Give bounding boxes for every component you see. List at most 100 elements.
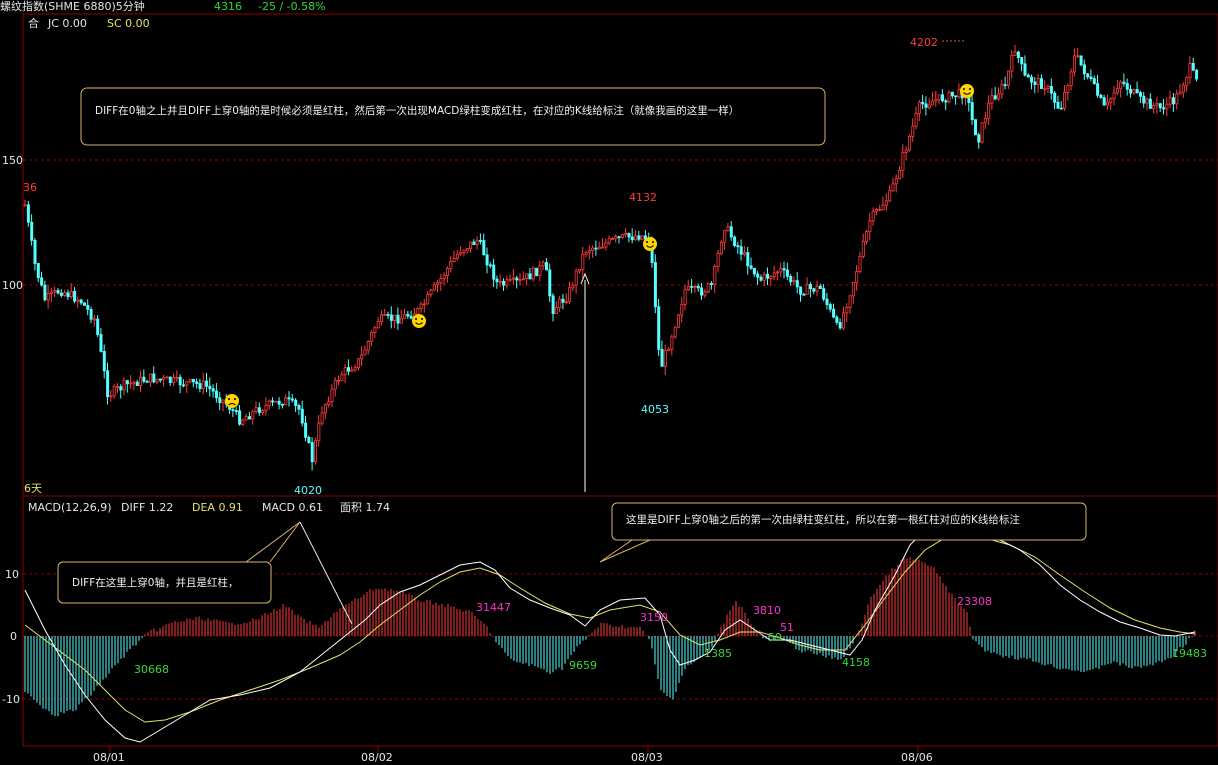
area-label-1385: 1385 (704, 647, 732, 660)
candle-body (1165, 103, 1169, 110)
candle-body (941, 94, 945, 102)
candle-body (89, 308, 93, 320)
candle-body (881, 204, 885, 210)
candle-body (106, 370, 110, 398)
candle-body (56, 290, 60, 294)
area-label-30668: 30668 (134, 663, 169, 676)
candle-body (274, 400, 278, 403)
candle-body (1082, 64, 1086, 75)
candle-body (878, 209, 882, 211)
candle-body (1076, 55, 1080, 58)
candle-body (578, 268, 582, 272)
candle-body (300, 408, 304, 424)
candle-body (1102, 97, 1106, 106)
candle-body (257, 407, 261, 413)
candle-body (442, 275, 446, 279)
candle-body (574, 270, 578, 286)
candle-body (1125, 83, 1129, 90)
candle-body (921, 101, 925, 105)
candle-body (597, 246, 601, 250)
candle-body (195, 381, 199, 384)
candle-body (548, 269, 552, 297)
candle-body (462, 249, 466, 253)
candle-body (346, 367, 350, 372)
candle-body (828, 304, 832, 310)
candle-body (970, 102, 974, 121)
candle-body (208, 385, 212, 390)
candle-body (1132, 89, 1136, 94)
price-y-tick-150: 150 (2, 154, 23, 167)
candle-body (360, 354, 364, 360)
candle-body (842, 312, 846, 329)
candle-body (1089, 76, 1093, 80)
candle-body (304, 422, 308, 438)
days-label: 6天 (24, 482, 42, 495)
macd-title: MACD(12,26,9) (28, 501, 112, 514)
candle-body (23, 204, 27, 207)
candle-body (518, 279, 522, 281)
candle-body (459, 252, 463, 255)
candle-body (125, 380, 129, 385)
candle-body (211, 388, 215, 392)
candle-body (168, 376, 172, 383)
candle-body (330, 388, 334, 403)
candle-body (247, 416, 251, 420)
candle-body (713, 266, 717, 285)
candle-body (911, 125, 915, 137)
candle-body (868, 220, 872, 233)
candle-body (218, 397, 222, 404)
candle-body (294, 399, 298, 406)
candle-body (50, 291, 54, 294)
candle-body (607, 238, 611, 244)
candle-body (531, 267, 535, 280)
macd-annotation-left-line (299, 521, 353, 625)
candle-body (1172, 97, 1176, 105)
candle-body (129, 382, 133, 385)
candle-body (683, 289, 687, 305)
candle-body (706, 283, 710, 293)
candle-body (452, 258, 456, 262)
candle-body (604, 242, 608, 248)
candle-body (379, 314, 383, 323)
macd-dea-label: DEA 0.91 (192, 501, 243, 514)
candle-body (323, 404, 327, 414)
area-label-3150: 3150 (640, 611, 668, 624)
candle-body (449, 261, 453, 269)
candle-body (366, 341, 370, 351)
candle-body (838, 322, 842, 329)
candle-body (416, 307, 420, 315)
candle-body (356, 358, 360, 369)
candle-body (1178, 91, 1182, 95)
candle-body (172, 377, 176, 383)
candle-body (409, 315, 413, 319)
candle-body (482, 240, 486, 256)
candle-body (686, 285, 690, 291)
candle-body (772, 272, 776, 277)
candle-body (422, 303, 426, 306)
candle-body (142, 376, 146, 382)
macd-annotation-left-pointer (245, 521, 301, 563)
candle-body (756, 273, 760, 278)
candle-body (937, 94, 941, 100)
candle-body (1099, 94, 1103, 99)
candle-body (406, 313, 410, 317)
candle-body (158, 378, 162, 381)
candle-body (766, 273, 770, 279)
candle-body (92, 318, 96, 321)
candle-body (769, 276, 773, 279)
candle-body (1086, 73, 1090, 78)
candle-body (703, 291, 707, 296)
candle-body (284, 397, 288, 406)
mark-low-4053: 4053 (641, 403, 669, 416)
candle-body (439, 278, 443, 284)
candle-body (313, 440, 317, 463)
candle-body (116, 386, 120, 389)
candle-body (1079, 55, 1083, 66)
candle-body (145, 380, 149, 383)
candle-body (178, 376, 182, 386)
candle-body (762, 273, 766, 281)
area-label-4158: 4158 (842, 656, 870, 669)
candle-body (165, 376, 169, 379)
candle-body (99, 334, 103, 352)
